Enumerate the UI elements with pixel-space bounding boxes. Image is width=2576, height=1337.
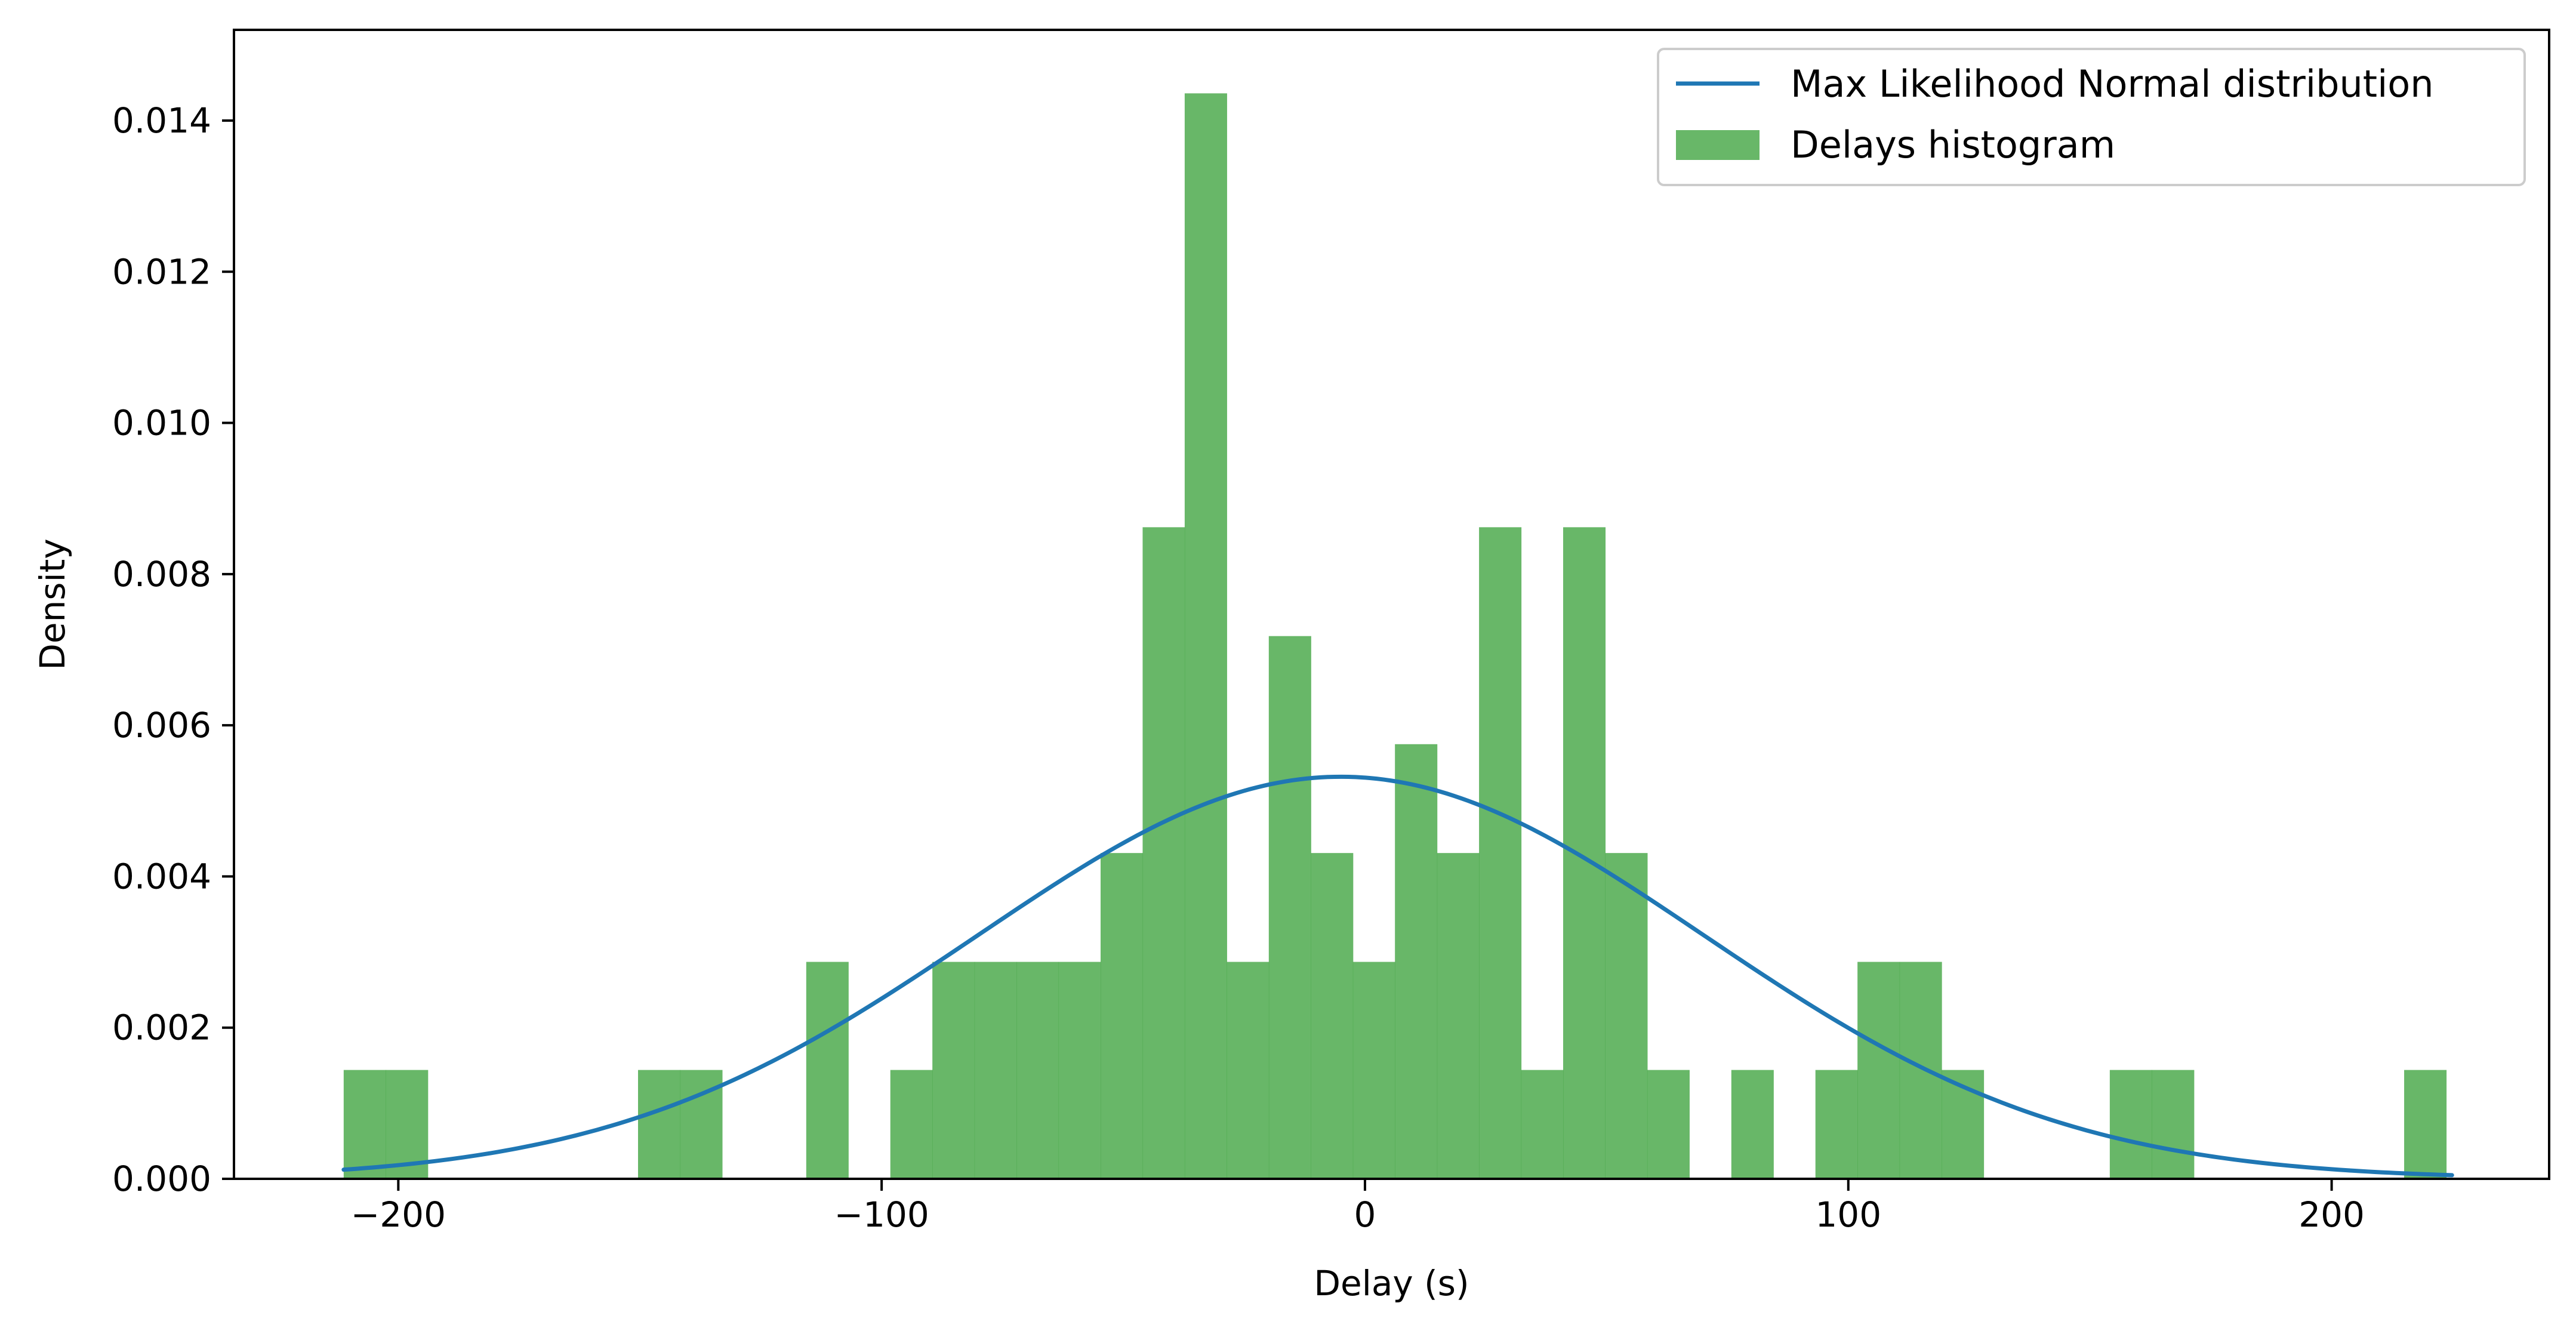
- histogram-bar: [1479, 527, 1522, 1179]
- histogram-bar: [1521, 1070, 1564, 1179]
- histogram-bar: [1352, 962, 1395, 1179]
- y-axis: 0.000 0.002 0.004 0.006 0.008 0.010 0.012 0.014: [112, 100, 234, 1199]
- normal-distribution-line: [341, 774, 2454, 1178]
- histogram-bar: [2109, 1070, 2152, 1179]
- histogram-bar: [1647, 1070, 1690, 1179]
- x-tick-label: −100: [834, 1194, 929, 1235]
- histogram-bar: [974, 962, 1017, 1179]
- histogram-bar: [806, 962, 849, 1179]
- histogram-bar: [1437, 853, 1480, 1179]
- legend-label-histogram: Delays histogram: [1791, 123, 2115, 167]
- x-tick-label: 100: [1815, 1194, 1881, 1235]
- histogram-bar: [1268, 636, 1311, 1179]
- x-tick-label: 200: [2298, 1194, 2365, 1235]
- histogram-bar: [638, 1070, 681, 1179]
- y-tick-label: 0.002: [112, 1008, 211, 1048]
- axes-frame: [233, 29, 2550, 1180]
- histogram-bar: [1563, 527, 1606, 1179]
- histogram-bars: [343, 93, 2447, 1179]
- histogram-bar: [1142, 527, 1185, 1179]
- histogram-bar: [343, 1070, 386, 1179]
- y-tick-label: 0.000: [112, 1159, 211, 1199]
- y-axis-title: Density: [32, 538, 73, 670]
- histogram-bar: [1731, 1070, 1774, 1179]
- histogram-bar: [1605, 853, 1648, 1179]
- legend: Max Likelihood Normal distribution Delay…: [1657, 48, 2526, 186]
- histogram-bar: [1058, 962, 1101, 1179]
- x-tick-label: −200: [351, 1194, 446, 1235]
- normal-curve-layer: [341, 774, 2454, 1178]
- histogram-bar: [1395, 744, 1438, 1179]
- histogram-bar: [1184, 93, 1227, 1179]
- histogram-bar: [1311, 853, 1354, 1179]
- y-tick-label: 0.010: [112, 403, 211, 443]
- x-axis: −200 −100 0 100 200: [351, 1179, 2365, 1235]
- legend-label-normal: Max Likelihood Normal distribution: [1791, 62, 2434, 106]
- histogram-bar: [2152, 1070, 2195, 1179]
- histogram-bar: [1815, 1070, 1858, 1179]
- x-tick-label: 0: [1354, 1194, 1376, 1235]
- histogram-bar: [890, 1070, 933, 1179]
- y-tick-label: 0.014: [112, 100, 211, 141]
- y-tick-label: 0.004: [112, 856, 211, 897]
- y-tick-label: 0.006: [112, 705, 211, 745]
- histogram-bar: [1899, 962, 1942, 1179]
- histogram-bar: [1857, 962, 1900, 1179]
- legend-bar-swatch: [1676, 130, 1760, 160]
- histogram-bar: [932, 962, 975, 1179]
- histogram-bar: [1100, 853, 1144, 1179]
- histogram-bar: [2404, 1070, 2447, 1179]
- y-tick-label: 0.008: [112, 554, 211, 594]
- y-tick-label: 0.012: [112, 251, 211, 292]
- histogram-bar: [1016, 962, 1059, 1179]
- legend-box: [1657, 48, 2526, 186]
- x-axis-title: Delay (s): [1314, 1263, 1469, 1304]
- histogram-bar: [1227, 962, 1269, 1179]
